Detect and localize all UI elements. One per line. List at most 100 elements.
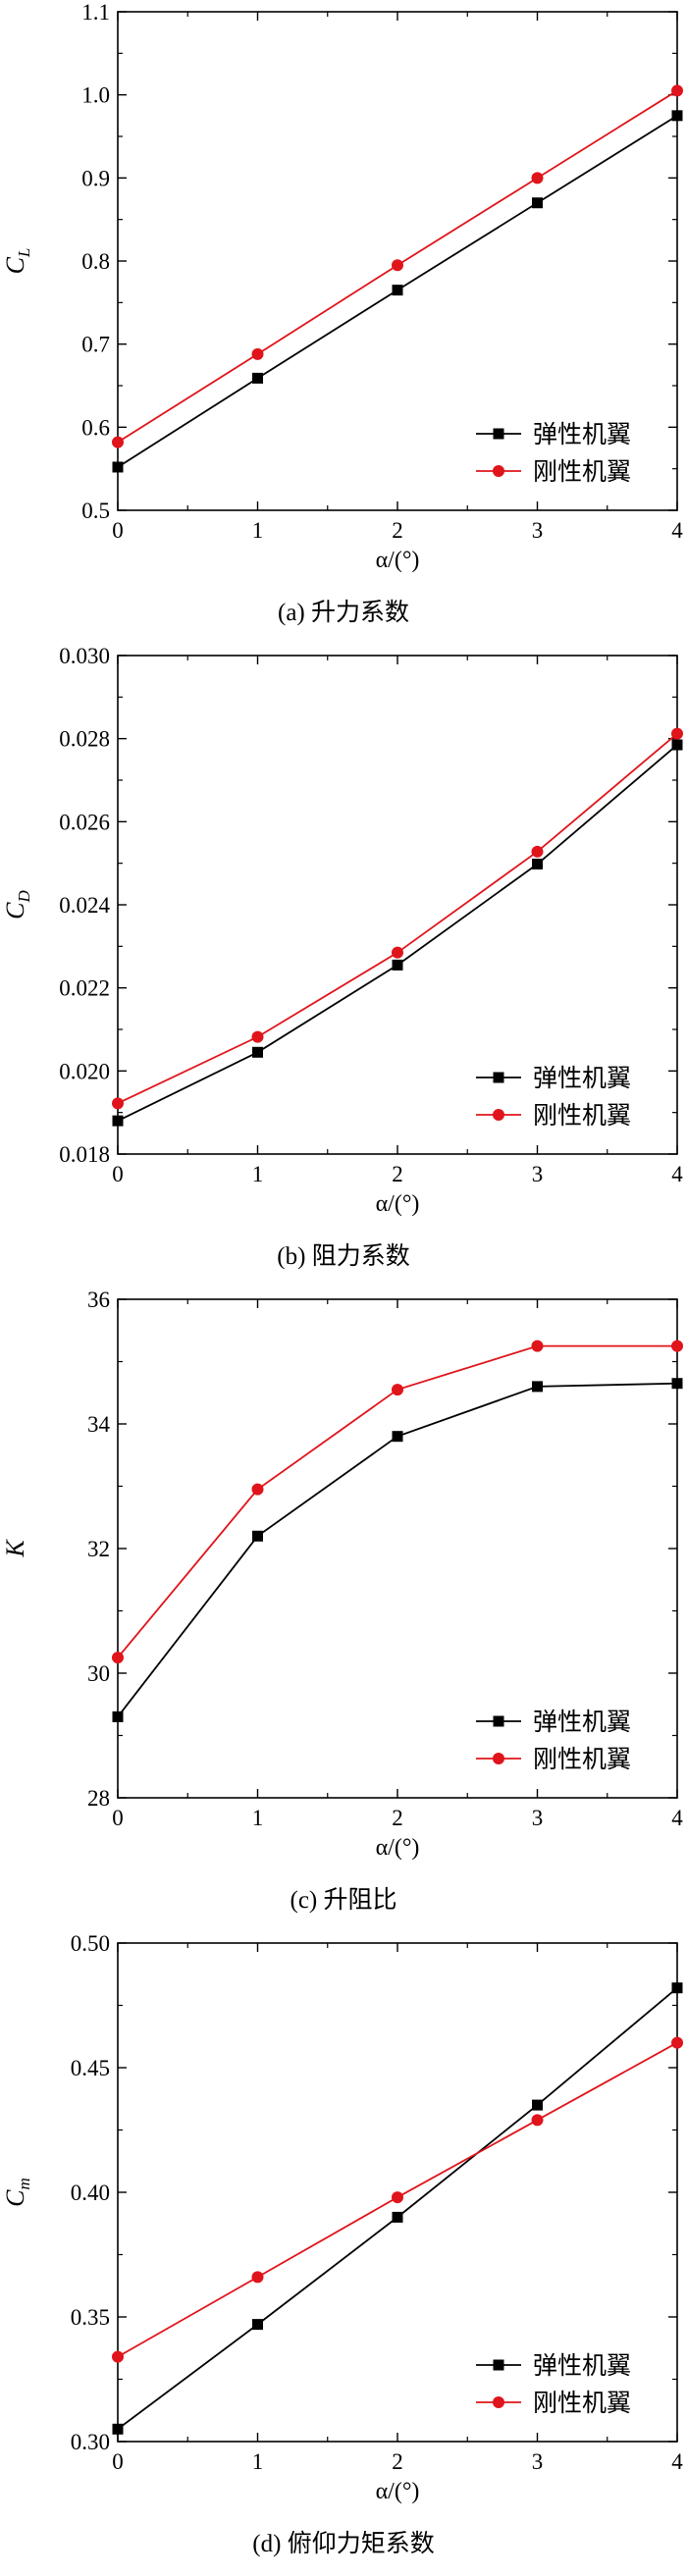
data-point-circle xyxy=(112,436,124,448)
legend-label-0: 弹性机翼 xyxy=(533,1708,631,1736)
data-point-square xyxy=(532,859,543,870)
data-point-circle xyxy=(671,1340,683,1352)
legend-marker-square xyxy=(493,1072,504,1083)
data-point-square xyxy=(392,959,403,971)
legend-marker-square xyxy=(493,2359,504,2371)
y-axis-label: K xyxy=(1,1539,29,1558)
y-tick-label: 0.9 xyxy=(81,166,110,190)
y-tick-label: 0.30 xyxy=(71,2430,110,2454)
x-tick-label: 3 xyxy=(532,2449,544,2474)
data-point-square xyxy=(112,1115,124,1127)
y-tick-label: 0.40 xyxy=(71,2181,110,2205)
data-point-circle xyxy=(392,946,403,959)
y-tick-label: 0.6 xyxy=(81,415,110,440)
x-tick-label: 1 xyxy=(252,2449,264,2474)
data-point-square xyxy=(112,461,124,473)
data-point-square xyxy=(252,1046,263,1058)
legend-marker-circle xyxy=(493,2396,504,2408)
y-tick-label: 1.1 xyxy=(81,0,110,25)
x-axis-label: α/(°) xyxy=(376,1191,420,1217)
chart-panel-1: 0 1 2 3 4 0.018 0.020 0.022 0.024 0.026 0.028 0.030… xyxy=(0,644,687,1288)
legend-marker-square xyxy=(493,1715,504,1727)
data-point-square xyxy=(252,2319,263,2331)
data-point-circle xyxy=(531,1340,544,1352)
chart-svg: 0 1 2 3 4 0.5 0.6 0.7 0.8 0.9 1.0 1.1 α/(°) CL 弹性机翼刚性机… xyxy=(1,0,683,573)
chart-caption: (a) 升力系数 xyxy=(278,600,409,626)
y-tick-label: 0.022 xyxy=(59,976,110,1001)
data-point-square xyxy=(532,1381,543,1393)
legend-marker-square xyxy=(493,428,504,440)
y-tick-label: 0.026 xyxy=(59,810,110,834)
legend-label-0: 弹性机翼 xyxy=(533,1064,631,1092)
data-point-square xyxy=(252,372,263,384)
y-tick-label: 0.028 xyxy=(59,727,110,752)
x-tick-label: 4 xyxy=(671,2449,683,2474)
y-tick-label: 36 xyxy=(87,1288,110,1312)
y-tick-label: 0.020 xyxy=(59,1059,110,1083)
legend-label-1: 刚性机翼 xyxy=(533,1745,631,1773)
data-point-circle xyxy=(531,172,544,184)
data-point-circle xyxy=(531,2114,544,2127)
x-tick-label: 0 xyxy=(112,1806,124,1830)
chart-panel-0: 0 1 2 3 4 0.5 0.6 0.7 0.8 0.9 1.0 1.1 α/(°) CL 弹性机翼 刚性机… xyxy=(0,0,687,644)
x-axis-label: α/(°) xyxy=(376,1835,420,1861)
data-point-square xyxy=(671,1982,683,1994)
data-point-square xyxy=(532,197,543,209)
y-tick-label: 32 xyxy=(87,1537,110,1561)
data-point-circle xyxy=(392,259,403,272)
y-tick-label: 0.024 xyxy=(59,893,110,918)
data-point-circle xyxy=(112,2350,124,2363)
data-point-square xyxy=(112,2423,124,2435)
data-point-circle xyxy=(251,2271,264,2284)
legend-marker-circle xyxy=(493,465,504,477)
data-point-circle xyxy=(112,1652,124,1664)
x-tick-label: 1 xyxy=(252,518,264,543)
y-tick-label: 1.0 xyxy=(81,83,110,108)
x-tick-label: 0 xyxy=(112,518,124,543)
data-point-circle xyxy=(671,84,683,97)
x-tick-label: 3 xyxy=(532,1806,544,1830)
data-point-circle xyxy=(392,1384,403,1396)
legend-label-1: 刚性机翼 xyxy=(533,1101,631,1130)
y-tick-label: 30 xyxy=(87,1661,110,1686)
y-axis-label: CL xyxy=(1,248,33,275)
legend-label-0: 弹性机翼 xyxy=(533,2351,631,2380)
x-tick-label: 3 xyxy=(532,1162,544,1186)
data-point-circle xyxy=(251,1483,264,1496)
data-point-square xyxy=(392,2211,403,2223)
x-axis-label: α/(°) xyxy=(376,2479,420,2504)
y-tick-label: 0.018 xyxy=(59,1142,110,1167)
y-tick-label: 0.030 xyxy=(59,644,110,668)
y-tick-label: 0.35 xyxy=(71,2305,110,2330)
legend-label-0: 弹性机翼 xyxy=(533,420,631,448)
x-tick-label: 0 xyxy=(112,2449,124,2474)
x-tick-label: 3 xyxy=(532,518,544,543)
data-point-circle xyxy=(671,727,683,740)
chart-panel-3: 0 1 2 3 4 0.30 0.35 0.40 0.45 0.50 α/(°) Cm 弹性机翼 刚性机翼… xyxy=(0,1931,687,2575)
data-point-circle xyxy=(531,845,544,858)
data-point-circle xyxy=(251,1030,264,1043)
y-tick-label: 28 xyxy=(87,1786,110,1811)
x-tick-label: 4 xyxy=(671,518,683,543)
data-point-square xyxy=(112,1710,124,1722)
chart-caption: (c) 升阻比 xyxy=(290,1887,397,1914)
x-tick-label: 1 xyxy=(252,1806,264,1830)
data-point-square xyxy=(252,1530,263,1542)
data-point-circle xyxy=(392,2191,403,2204)
x-tick-label: 0 xyxy=(112,1162,124,1186)
x-tick-label: 2 xyxy=(392,2449,403,2474)
data-point-square xyxy=(671,1378,683,1390)
x-tick-label: 4 xyxy=(671,1162,683,1186)
x-tick-label: 4 xyxy=(671,1806,683,1830)
data-point-square xyxy=(532,2099,543,2111)
y-tick-label: 0.50 xyxy=(71,1931,110,1956)
data-point-square xyxy=(671,110,683,122)
y-axis-label: Cm xyxy=(1,2178,33,2207)
x-tick-label: 2 xyxy=(392,1162,403,1186)
data-point-square xyxy=(392,285,403,296)
legend-label-1: 刚性机翼 xyxy=(533,457,631,486)
data-point-circle xyxy=(112,1097,124,1110)
y-axis-label: CD xyxy=(1,889,33,919)
chart-caption: (d) 俯仰力矩系数 xyxy=(252,2531,435,2557)
